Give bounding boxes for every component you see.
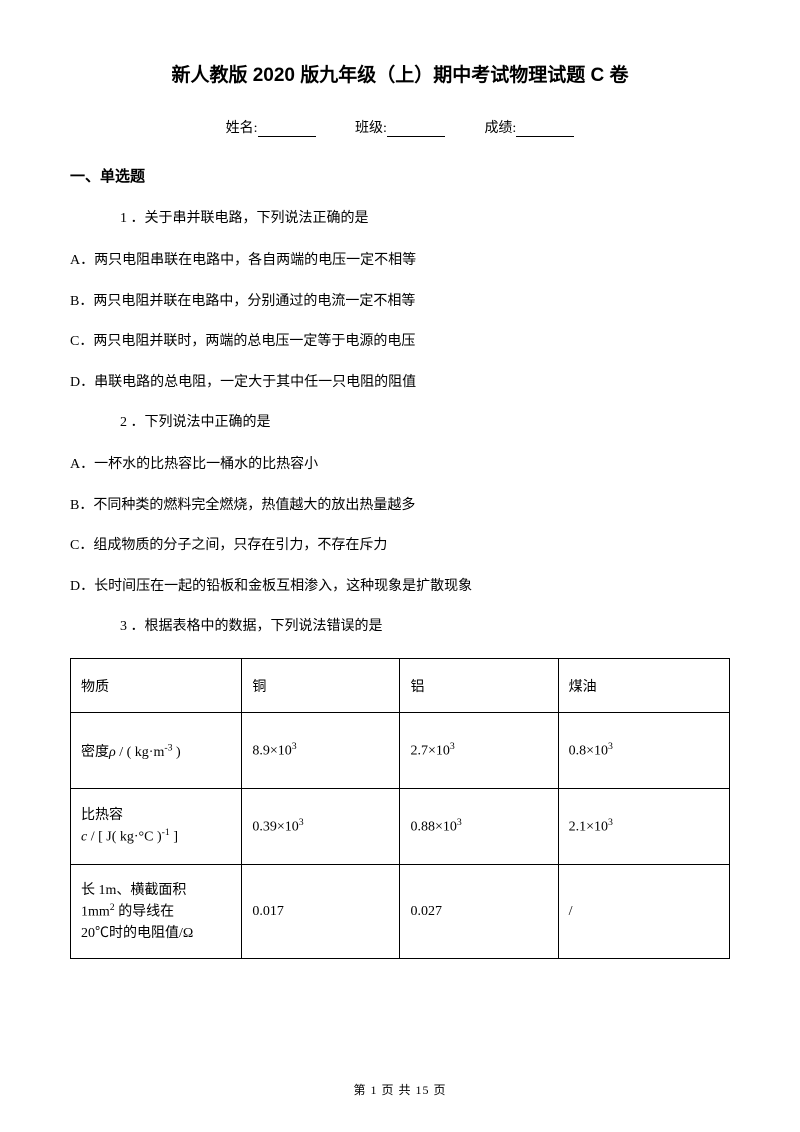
r-l1: 长 1m、横截面积 (81, 883, 186, 898)
v: 3 (292, 741, 297, 752)
sh-l1: 比热容 (81, 808, 123, 823)
res-copper: 0.017 (242, 865, 400, 959)
sh-close: ] (170, 830, 178, 845)
f-pre: 第 (353, 1083, 370, 1097)
r-l2b: 的导线在 (115, 905, 175, 920)
sh-exp: -1 (162, 827, 170, 838)
name-blank[interactable] (258, 123, 316, 137)
v: 0.8×10 (569, 744, 608, 759)
density-close: ) (173, 745, 181, 760)
sh-copper: 0.39×103 (242, 789, 400, 865)
specific-heat-label: 比热容 c / [ J( kg·°C )-1 ] (71, 789, 242, 865)
sh-kerosene: 2.1×103 (558, 789, 729, 865)
v: 3 (450, 741, 455, 752)
density-pre: 密度 (81, 745, 109, 760)
density-aluminum: 2.7×103 (400, 713, 558, 789)
specific-heat-row: 比热容 c / [ J( kg·°C )-1 ] 0.39×103 0.88×1… (71, 789, 730, 865)
name-field: 姓名: (226, 117, 316, 137)
q1-opt-a: A．两只电阻串联在电路中，各自两端的电压一定不相等 (70, 250, 730, 272)
q2-opt-b: B．不同种类的燃料完全燃烧，热值越大的放出热量越多 (70, 495, 730, 517)
sh-aluminum: 0.88×103 (400, 789, 558, 865)
f-post: 页 (430, 1083, 447, 1097)
name-label: 姓名: (226, 121, 258, 136)
score-label: 成绩: (484, 121, 516, 136)
q1-opt-b: B．两只电阻并联在电路中，分别通过的电流一定不相等 (70, 291, 730, 313)
density-exp: -3 (164, 742, 172, 753)
v: 3 (299, 817, 304, 828)
q1-stem: 1 ．关于串并联电路，下列说法正确的是 (120, 208, 730, 230)
density-unit: / ( kg·m (116, 745, 165, 760)
v: 2.1×10 (569, 820, 608, 835)
q1-opt-d: D．串联电路的总电阻，一定大于其中任一只电阻的阻值 (70, 372, 730, 394)
v: 3 (457, 817, 462, 828)
q2-stem: 2 ．下列说法中正确的是 (120, 412, 730, 434)
th-aluminum: 铝 (400, 659, 558, 713)
sh-unit: / [ J( kg·°C ) (87, 830, 161, 845)
th-kerosene: 煤油 (558, 659, 729, 713)
v: 2.7×10 (410, 744, 449, 759)
score-field: 成绩: (484, 117, 574, 137)
section-heading-1: 一、单选题 (70, 165, 730, 186)
resistance-label: 长 1m、横截面积 1mm2 的导线在 20℃时的电阻值/Ω (71, 865, 242, 959)
f-mid: 页 共 (377, 1083, 415, 1097)
r-l3a: 20℃时的电阻值/ (81, 926, 183, 941)
v: 8.9×10 (252, 744, 291, 759)
res-kerosene: / (558, 865, 729, 959)
table-header-row: 物质 铜 铝 煤油 (71, 659, 730, 713)
page-title: 新人教版 2020 版九年级（上）期中考试物理试题 C 卷 (70, 60, 730, 87)
q2-opt-a: A．一杯水的比热容比一桶水的比热容小 (70, 454, 730, 476)
q3-stem: 3 ．根据表格中的数据，下列说法错误的是 (120, 616, 730, 638)
density-copper: 8.9×103 (242, 713, 400, 789)
res-aluminum: 0.027 (400, 865, 558, 959)
v: 3 (608, 741, 613, 752)
th-substance: 物质 (71, 659, 242, 713)
th-copper: 铜 (242, 659, 400, 713)
q1-opt-c: C．两只电阻并联时，两端的总电压一定等于电源的电压 (70, 331, 730, 353)
density-row: 密度ρ / ( kg·m-3 ) 8.9×103 2.7×103 0.8×103 (71, 713, 730, 789)
q2-opt-c: C．组成物质的分子之间，只存在引力，不存在斥力 (70, 535, 730, 557)
v: 3 (608, 817, 613, 828)
density-label: 密度ρ / ( kg·m-3 ) (71, 713, 242, 789)
rho-sym: ρ (109, 745, 116, 760)
class-field: 班级: (355, 117, 445, 137)
density-kerosene: 0.8×103 (558, 713, 729, 789)
r-l2a: 1mm (81, 905, 110, 920)
score-blank[interactable] (516, 123, 574, 137)
omega-sym: Ω (183, 926, 193, 941)
page-footer: 第 1 页 共 15 页 (0, 1081, 800, 1098)
f-tot: 15 (416, 1083, 430, 1097)
class-label: 班级: (355, 121, 387, 136)
resistance-row: 长 1m、横截面积 1mm2 的导线在 20℃时的电阻值/Ω 0.017 0.0… (71, 865, 730, 959)
data-table: 物质 铜 铝 煤油 密度ρ / ( kg·m-3 ) 8.9×103 2.7×1… (70, 658, 730, 959)
q2-opt-d: D．长时间压在一起的铅板和金板互相渗入，这种现象是扩散现象 (70, 576, 730, 598)
v: 0.39×10 (252, 820, 298, 835)
class-blank[interactable] (387, 123, 445, 137)
meta-row: 姓名: 班级: 成绩: (70, 117, 730, 137)
v: 0.88×10 (410, 820, 456, 835)
